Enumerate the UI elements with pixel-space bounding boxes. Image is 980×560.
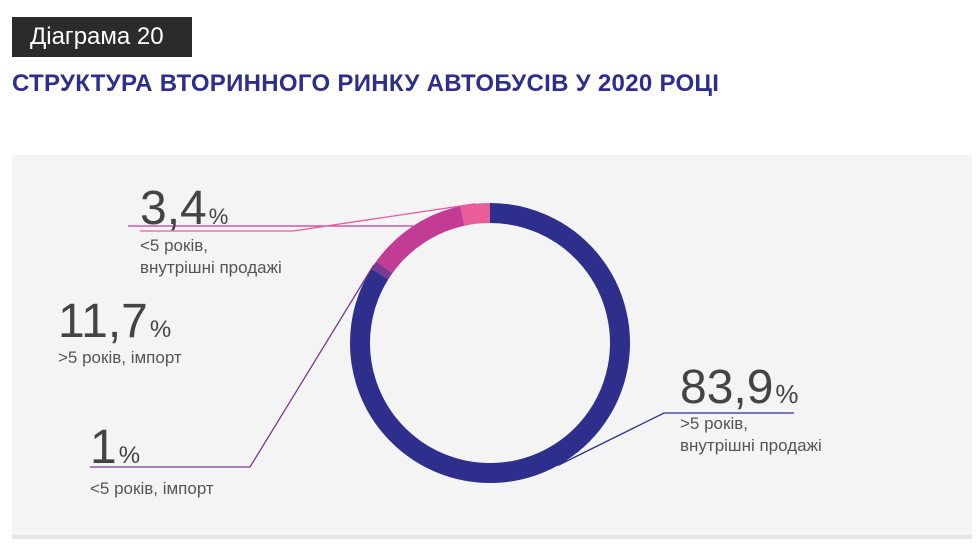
panel-shadow <box>12 535 972 539</box>
donut-slice <box>371 261 393 280</box>
leader-line <box>90 264 375 468</box>
slice-value-label: 3,4% <box>140 182 228 235</box>
chart-number-badge: Діаграма 20 <box>12 17 192 57</box>
slice-value-label: 11,7% <box>58 295 171 348</box>
slice-category-label: >5 років, імпорт <box>58 348 182 367</box>
slice-value-label: 83,9% <box>680 361 799 414</box>
slice-category-label: внутрішні продажі <box>680 436 822 455</box>
donut-slice <box>350 203 630 483</box>
donut-slice <box>460 203 491 226</box>
donut-slice <box>376 206 465 274</box>
leader-line <box>557 412 794 467</box>
slice-category-label: >5 років, <box>680 414 748 433</box>
slice-category-label: внутрішні продажі <box>140 258 282 277</box>
slice-value-label: 1% <box>90 421 140 474</box>
leader-line <box>140 203 476 232</box>
slice-category-label: <5 років, <box>140 236 208 255</box>
slice-category-label: <5 років, імпорт <box>90 479 214 498</box>
chart-title: СТРУКТУРА ВТОРИННОГО РИНКУ АВТОБУСІВ У 2… <box>12 70 720 97</box>
